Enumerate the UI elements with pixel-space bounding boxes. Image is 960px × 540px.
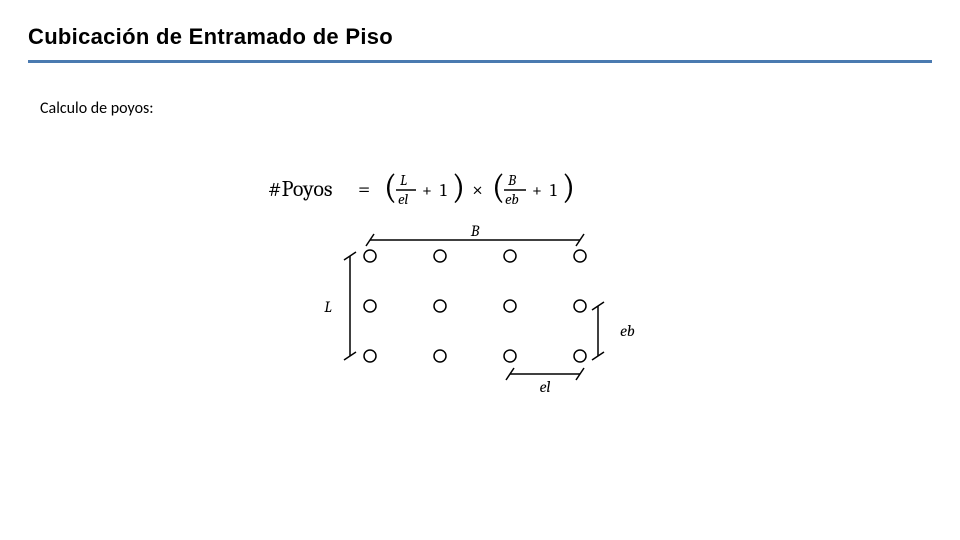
poyo-circle: [504, 350, 516, 362]
mult-sign: ×: [472, 178, 483, 201]
frac1-num: L: [400, 171, 407, 189]
frac2-den: eb: [505, 190, 519, 208]
lparen1: (: [384, 167, 397, 207]
poyos-diagram: B L eb: [324, 222, 635, 396]
poyo-circle: [504, 250, 516, 262]
one2: 1: [550, 180, 557, 201]
poyo-circle: [364, 300, 376, 312]
figure-container: #Poyos = ( L el + 1 ) × ( B eb + 1 ): [28, 166, 932, 426]
poyo-circle: [434, 350, 446, 362]
rparen1: ): [452, 167, 465, 207]
poyo-grid: [364, 250, 586, 362]
label-L: L: [324, 298, 332, 316]
poyo-circle: [434, 300, 446, 312]
label-el: el: [540, 378, 551, 396]
frac1-den: el: [398, 190, 408, 208]
label-B: B: [470, 222, 480, 240]
poyo-circle: [574, 250, 586, 262]
one1: 1: [440, 180, 447, 201]
title-rule: [28, 60, 932, 63]
page: Cubicación de Entramado de Piso Calculo …: [0, 0, 960, 540]
poyo-circle: [504, 300, 516, 312]
label-eb: eb: [620, 322, 635, 340]
section-subtitle: Calculo de poyos:: [40, 99, 932, 118]
formula: #Poyos = ( L el + 1 ) × ( B eb + 1 ): [268, 167, 575, 208]
poyo-circle: [364, 250, 376, 262]
plus1: +: [422, 180, 432, 201]
frac2-num: B: [507, 171, 517, 189]
formula-lhs: #Poyos: [268, 176, 333, 202]
poyo-circle: [364, 350, 376, 362]
plus2: +: [532, 180, 542, 201]
poyos-figure: #Poyos = ( L el + 1 ) × ( B eb + 1 ): [250, 166, 710, 426]
rparen2: ): [562, 167, 575, 207]
equals-sign: =: [358, 176, 370, 202]
bracket-left: [344, 252, 356, 360]
poyo-circle: [434, 250, 446, 262]
poyo-circle: [574, 350, 586, 362]
lparen2: (: [492, 167, 505, 207]
poyo-circle: [574, 300, 586, 312]
bracket-right-eb: [592, 302, 604, 360]
page-title: Cubicación de Entramado de Piso: [28, 24, 932, 56]
